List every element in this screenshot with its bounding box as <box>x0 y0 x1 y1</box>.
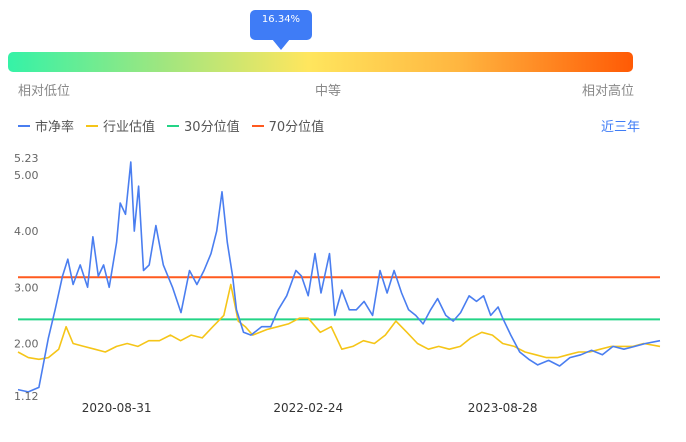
y-tick-label-1-12: 1.12 <box>14 390 39 403</box>
y-tick-label-3-00: 3.00 <box>14 281 39 294</box>
scale-mid-label: 中等 <box>315 84 342 99</box>
percentile-value: 16.34% <box>261 14 301 25</box>
period-selector[interactable]: 近三年 <box>600 120 640 135</box>
legend-item-pb[interactable]: 市净率 <box>18 116 74 135</box>
chart-legend: 市净率 行业估值 30分位值 70分位值 <box>18 116 324 135</box>
y-tick-label-4-00: 4.00 <box>14 225 39 238</box>
legend-label-p30: 30分位值 <box>184 120 240 135</box>
valuation-gradient-bar <box>8 52 633 72</box>
scale-high-label: 相对高位 <box>582 84 635 99</box>
x-tick-label-2020-08-31: 2020-08-31 <box>82 401 152 415</box>
legend-label-p70: 70分位值 <box>268 120 325 135</box>
y-tick-label-5-00: 5.00 <box>14 169 39 182</box>
legend-swatch-pb <box>18 124 30 127</box>
y-tick-label-2-00: 2.00 <box>14 338 39 351</box>
legend-swatch-p70 <box>251 124 264 127</box>
legend-item-p30[interactable]: 30分位值 <box>167 116 240 135</box>
scale-low-label: 相对低位 <box>18 84 71 99</box>
legend-label-pb: 市净率 <box>35 120 75 135</box>
pb-ratio-line <box>17 161 661 393</box>
x-tick-label-2023-08-28: 2023-08-28 <box>468 401 538 415</box>
y-tick-label-5-23: 5.23 <box>14 152 39 165</box>
legend-item-industry[interactable]: 行业估值 <box>86 116 155 135</box>
percentile-tooltip: 16.34% <box>250 10 312 50</box>
legend-swatch-p30 <box>167 124 180 127</box>
legend-swatch-industry <box>86 124 99 127</box>
pb-chart: 1.12 2.00 3.00 4.00 5.00 5.23 2020-08-31 2022-0… <box>14 152 661 415</box>
legend-item-p70[interactable]: 70分位值 <box>251 116 325 135</box>
industry-valuation-line <box>17 283 661 361</box>
x-tick-label-2022-02-24: 2022-02-24 <box>273 401 343 415</box>
legend-label-industry: 行业估值 <box>103 120 156 135</box>
